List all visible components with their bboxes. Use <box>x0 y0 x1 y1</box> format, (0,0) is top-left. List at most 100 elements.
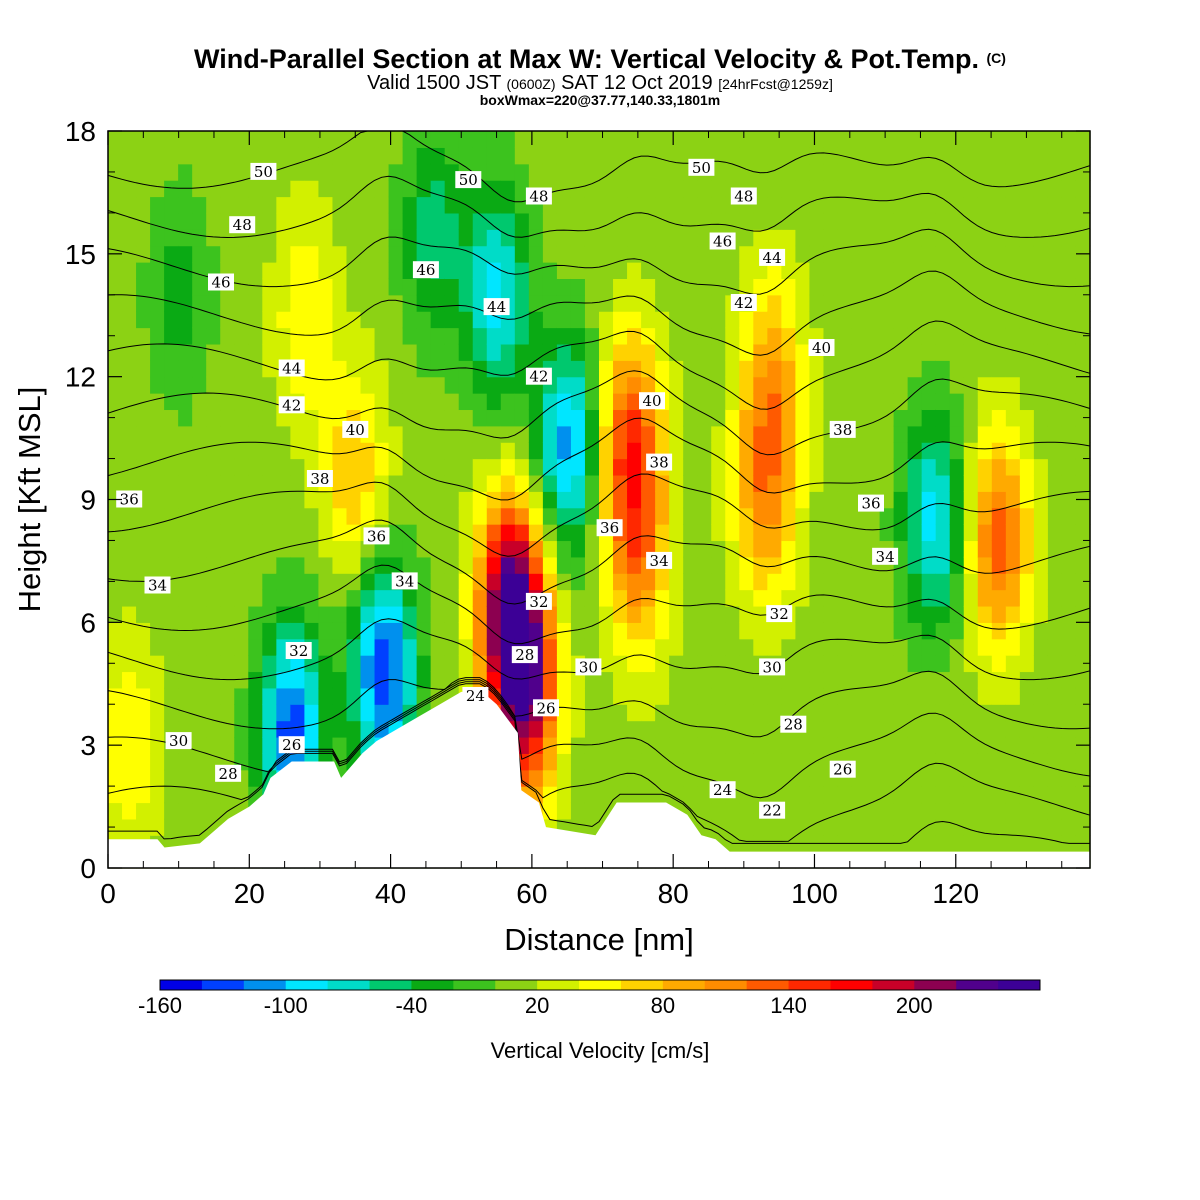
heatmap-cell <box>192 818 207 836</box>
heatmap-cell <box>1005 655 1021 673</box>
heatmap-cell <box>192 704 207 722</box>
heatmap-cell <box>767 540 782 558</box>
heatmap-cell <box>963 605 979 623</box>
heatmap-cell <box>935 769 951 787</box>
heatmap-cell <box>136 818 151 836</box>
heatmap-cell <box>542 425 558 443</box>
heatmap-cell <box>500 655 516 673</box>
heatmap-cell <box>1061 212 1077 230</box>
heatmap-cell <box>977 311 993 329</box>
heatmap-cell <box>669 229 684 247</box>
heatmap-cell <box>599 212 614 230</box>
heatmap-cell <box>1075 147 1091 165</box>
heatmap-cell <box>683 573 698 591</box>
heatmap-cell <box>584 802 600 820</box>
heatmap-cell <box>332 556 348 574</box>
heatmap-cell <box>991 835 1007 853</box>
heatmap-cell <box>669 425 684 443</box>
heatmap-cell <box>570 278 586 296</box>
contour-label: 50 <box>455 171 482 189</box>
heatmap-cell <box>599 671 614 689</box>
heatmap-cell <box>599 311 614 329</box>
heatmap-cell <box>388 294 404 312</box>
heatmap-cell <box>164 147 179 165</box>
heatmap-cell <box>430 196 446 214</box>
heatmap-cell <box>963 245 979 263</box>
heatmap-cell <box>248 131 263 148</box>
heatmap-cell <box>1075 474 1091 492</box>
heatmap-cell <box>1005 671 1021 689</box>
heatmap-cell <box>584 458 600 476</box>
heatmap-cell <box>767 687 782 705</box>
heatmap-cell <box>599 180 614 198</box>
heatmap-cell <box>907 376 923 394</box>
heatmap-cell <box>767 573 782 591</box>
heatmap-cell <box>711 605 726 623</box>
heatmap-cell <box>599 278 614 296</box>
heatmap-cell <box>879 311 895 329</box>
heatmap-cell <box>136 180 151 198</box>
heatmap-cell <box>528 442 544 460</box>
heatmap-cell <box>823 474 839 492</box>
heatmap-cell <box>402 196 418 214</box>
heatmap-cell <box>753 605 768 623</box>
heatmap-cell <box>164 524 179 542</box>
heatmap-cell <box>136 245 151 263</box>
heatmap-cell <box>893 294 909 312</box>
heatmap-cell <box>1061 736 1077 754</box>
colorbar-swatch <box>746 980 790 990</box>
heatmap-cell <box>276 196 291 214</box>
heatmap-cell <box>164 540 179 558</box>
heatmap-cell <box>304 622 320 640</box>
heatmap-cell <box>108 278 123 296</box>
contour-label: 28 <box>780 715 807 734</box>
heatmap-cell <box>697 491 712 509</box>
heatmap-cell <box>893 163 909 181</box>
heatmap-cell <box>879 769 895 787</box>
heatmap-cell <box>991 245 1007 263</box>
heatmap-cell <box>1075 376 1091 394</box>
heatmap-cell <box>402 442 418 460</box>
heatmap-cell <box>641 131 656 148</box>
heatmap-cell <box>346 376 362 394</box>
heatmap-cell <box>206 180 221 198</box>
heatmap-cell <box>276 491 291 509</box>
heatmap-cell <box>963 687 979 705</box>
heatmap-cell <box>865 131 881 148</box>
heatmap-cell <box>108 474 123 492</box>
heatmap-cell <box>837 622 853 640</box>
heatmap-cell <box>1005 343 1021 361</box>
heatmap-cell <box>1005 818 1021 836</box>
heatmap-cell <box>851 393 867 411</box>
heatmap-cell <box>949 294 965 312</box>
heatmap-cell <box>935 245 951 263</box>
heatmap-cell <box>108 753 123 771</box>
heatmap-cell <box>276 458 291 476</box>
heatmap-cell <box>893 343 909 361</box>
heatmap-cell <box>1061 327 1077 345</box>
heatmap-cell <box>388 245 404 263</box>
heatmap-cell <box>234 180 249 198</box>
heatmap-cell <box>346 507 362 525</box>
heatmap-cell <box>584 442 600 460</box>
heatmap-cell <box>753 393 768 411</box>
heatmap-cell <box>907 294 923 312</box>
heatmap-cell <box>108 589 123 607</box>
contour-label: 36 <box>116 490 143 509</box>
heatmap-cell <box>1075 196 1091 214</box>
heatmap-cell <box>1075 425 1091 443</box>
heatmap-cell <box>767 556 782 574</box>
heatmap-cell <box>753 786 768 804</box>
heatmap-cell <box>935 638 951 656</box>
heatmap-cell <box>893 147 909 165</box>
heatmap-cell <box>1061 704 1077 722</box>
heatmap-cell <box>683 376 698 394</box>
heatmap-cell <box>1047 786 1063 804</box>
heatmap-cell <box>837 818 853 836</box>
heatmap-cell <box>164 163 179 181</box>
heatmap-cell <box>192 196 207 214</box>
heatmap-cell <box>613 343 628 361</box>
heatmap-cell <box>108 720 123 738</box>
heatmap-cell <box>697 573 712 591</box>
x-tick-label: 100 <box>791 878 838 909</box>
